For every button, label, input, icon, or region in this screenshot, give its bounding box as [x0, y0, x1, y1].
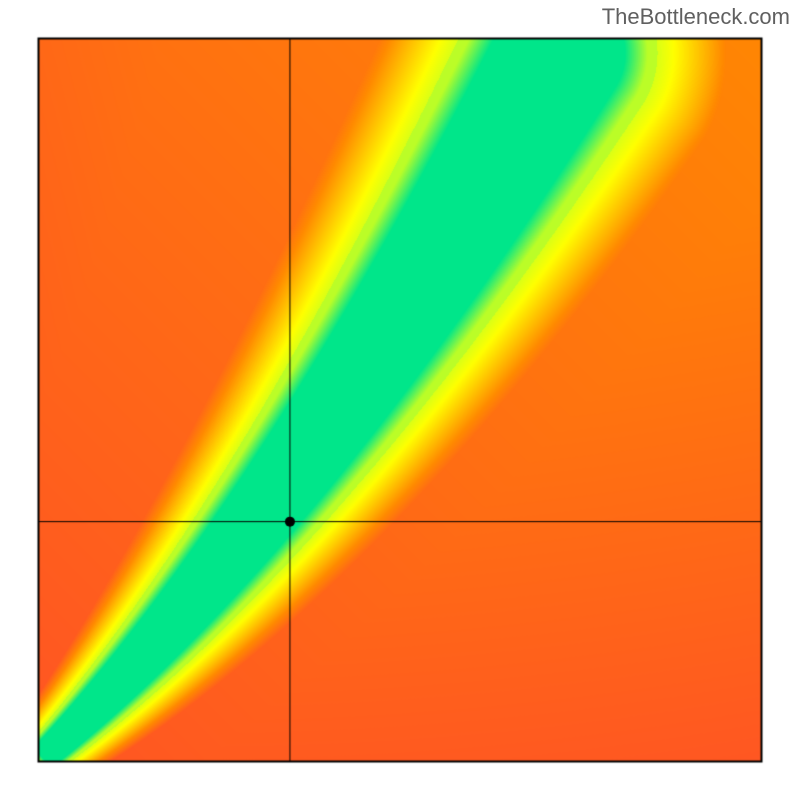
chart-container: TheBottleneck.com [0, 0, 800, 800]
heatmap-canvas [0, 0, 800, 800]
watermark-text: TheBottleneck.com [602, 4, 790, 30]
